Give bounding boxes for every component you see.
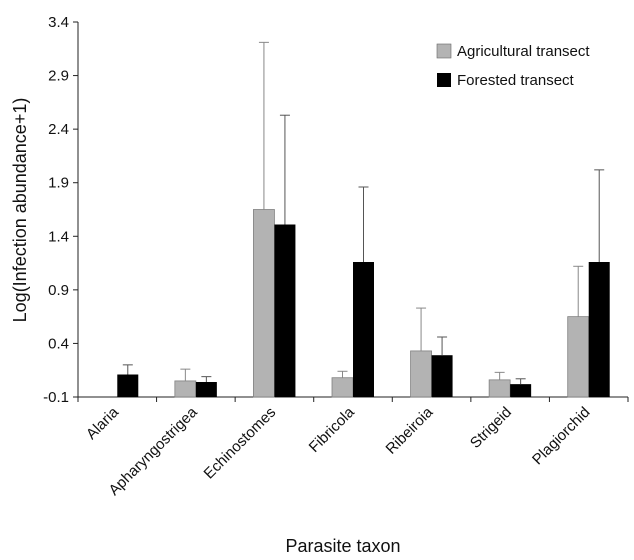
y-tick-label: 2.9 <box>48 68 69 85</box>
y-tick-label: 2.4 <box>48 121 69 138</box>
y-tick-label: 3.4 <box>48 14 69 31</box>
x-tick-label: Alaria <box>83 403 123 443</box>
x-tick-label: Ribeiroia <box>383 403 437 457</box>
x-tick-label: Fibricola <box>306 403 359 456</box>
bar-forested-fibricola <box>353 262 374 397</box>
y-tick-label: 0.4 <box>48 335 69 352</box>
bar-forested-plagiorchid <box>588 262 610 397</box>
legend-label-agricultural: Agricultural transect <box>457 43 590 60</box>
bar-forested-strigeid <box>510 384 532 397</box>
legend-label-forested: Forested transect <box>457 72 575 89</box>
legend-swatch-forested <box>437 73 451 87</box>
y-tick-label: -0.1 <box>43 389 69 406</box>
bar-forested-ribeiroia <box>431 355 453 397</box>
y-tick-label: 1.4 <box>48 228 69 245</box>
y-tick-label: 0.9 <box>48 282 69 299</box>
bar-agricultural-plagiorchid <box>567 316 590 398</box>
bar-agricultural-fibricola <box>331 377 354 398</box>
x-tick-label: Echinostomes <box>201 404 280 483</box>
bar-agricultural-echinostomes <box>253 209 275 398</box>
y-axis-title: Log(Infection abundance+1) <box>10 98 30 323</box>
y-tick-label: 1.9 <box>48 175 69 192</box>
bar-agricultural-apharyngostrigea <box>174 380 197 398</box>
bar-forested-apharyngostrigea <box>195 382 217 397</box>
bar-forested-echinostomes <box>274 224 296 397</box>
bar-agricultural-strigeid <box>488 379 511 398</box>
legend: Agricultural transect Forested transect <box>436 43 590 89</box>
x-tick-label: Strigeid <box>467 404 515 452</box>
x-axis-title: Parasite taxon <box>285 536 400 556</box>
bar-agricultural-ribeiroia <box>410 350 432 398</box>
bar-forested-alaria <box>117 374 139 397</box>
legend-swatch-agricultural <box>436 43 452 59</box>
x-tick-label: Plagiorchid <box>529 404 594 469</box>
